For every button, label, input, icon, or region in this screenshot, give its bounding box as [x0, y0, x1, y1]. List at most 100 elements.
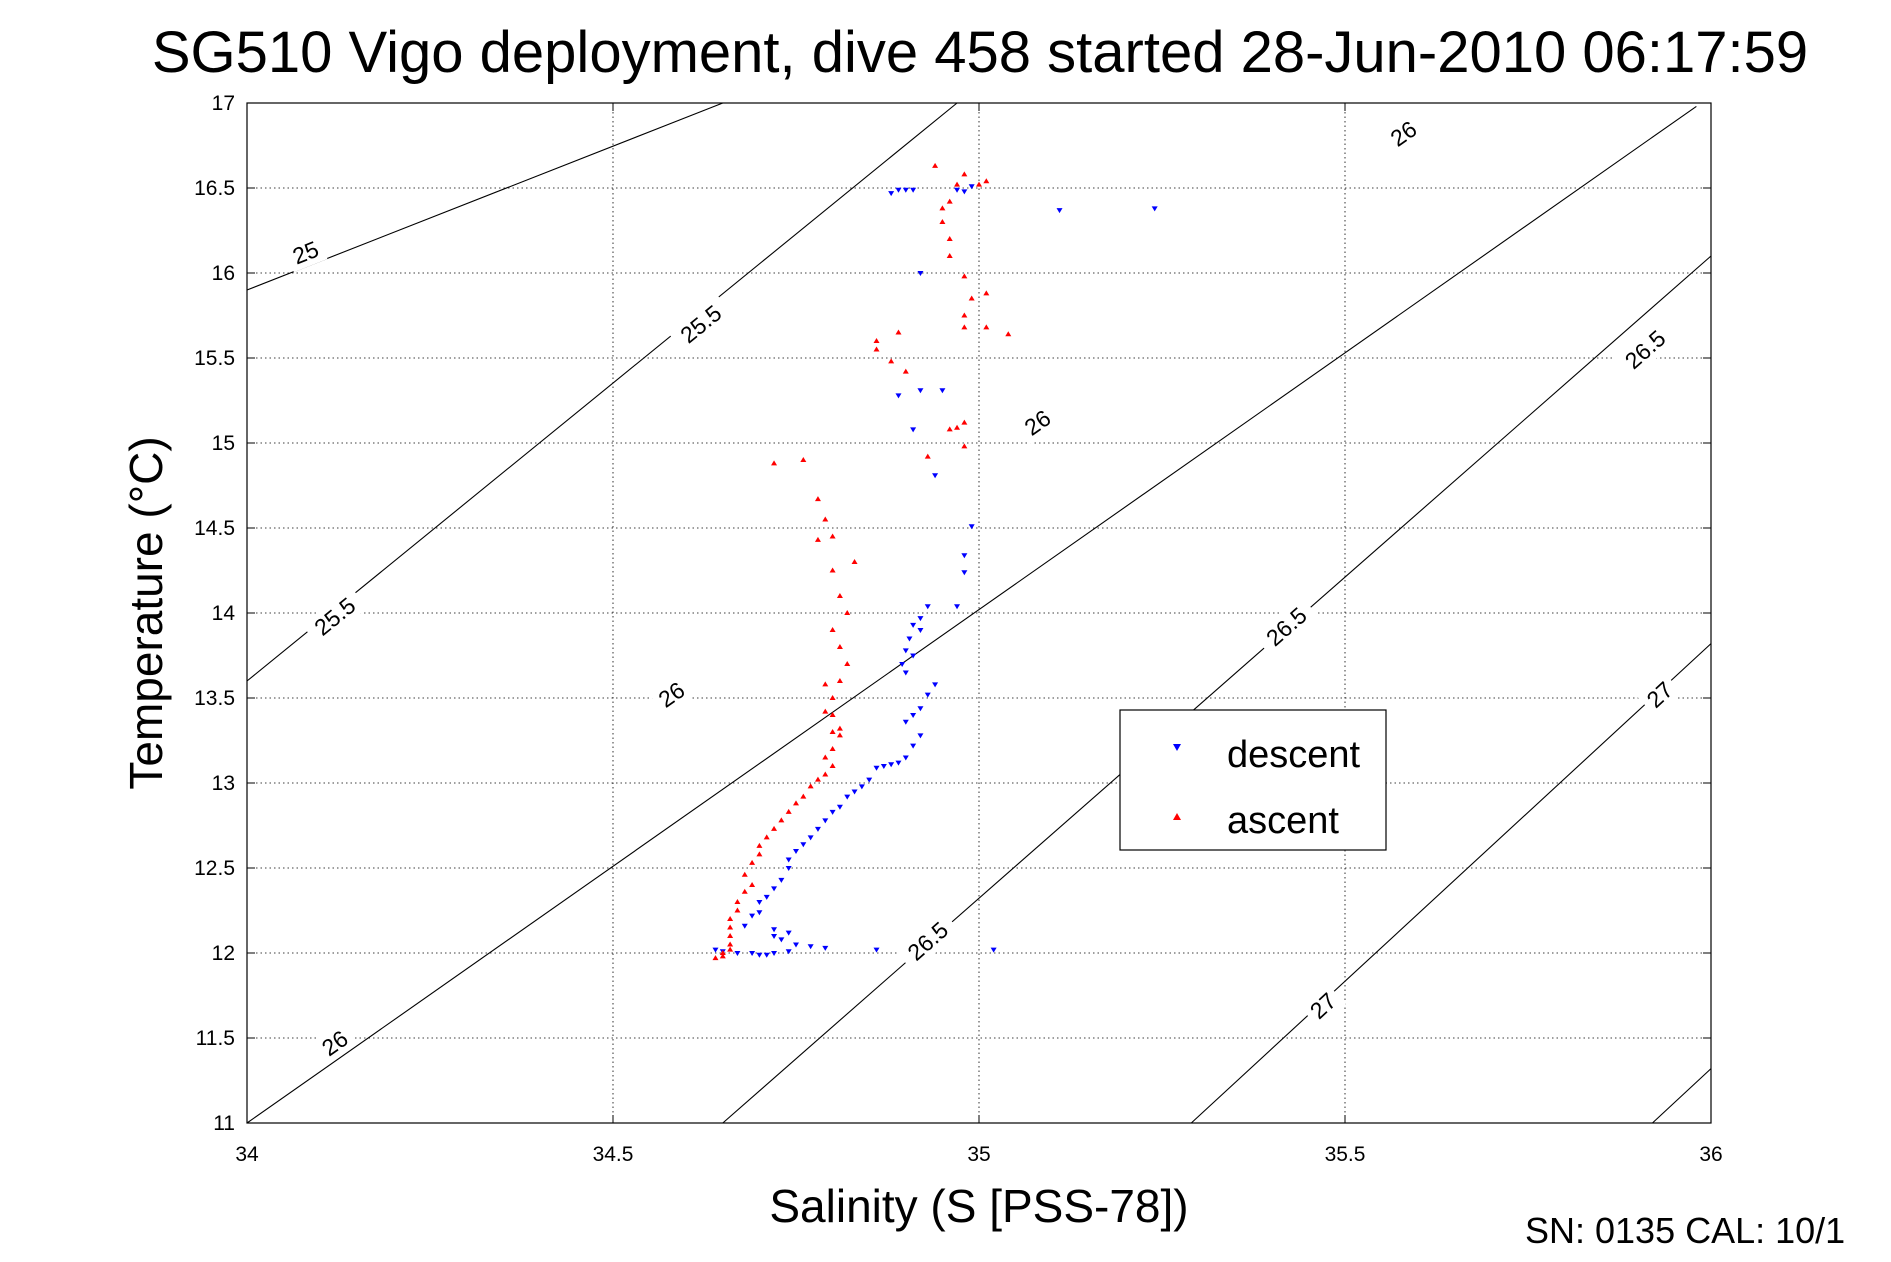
descent-point	[793, 849, 799, 854]
descent-point	[902, 670, 909, 676]
legend: descent ascent	[1119, 709, 1387, 851]
descent-point	[844, 794, 851, 800]
ascent-point	[822, 771, 829, 777]
legend-descent-marker	[1173, 744, 1181, 751]
ascent-point	[734, 899, 741, 904]
descent-point	[910, 187, 917, 193]
ascent-point	[756, 842, 763, 848]
contour-label-bg	[895, 910, 961, 973]
contour-label-bg	[312, 1021, 358, 1065]
y-tick-label: 14	[212, 602, 236, 625]
descent-point	[785, 930, 792, 936]
descent-point	[902, 648, 909, 654]
ascent-point	[771, 460, 778, 466]
ascent-point	[800, 793, 807, 799]
descent-point	[902, 755, 909, 761]
ascent-point	[727, 924, 734, 930]
descent-point	[741, 923, 748, 929]
descent-point	[756, 900, 763, 905]
ascent-point	[829, 712, 836, 717]
serial-calibration-note: SN: 0135 CAL: 10/1	[1525, 1210, 1845, 1251]
ascent-point	[961, 324, 968, 330]
ascent-point	[829, 729, 836, 734]
isopycnal-line	[1190, 643, 1712, 1124]
ascent-point	[727, 941, 734, 947]
ascent-point	[836, 593, 843, 598]
ascent-point	[836, 725, 843, 731]
ascent-point	[983, 324, 990, 330]
ascent-point	[734, 907, 741, 913]
descent-point	[822, 818, 829, 824]
ascent-point	[822, 516, 829, 522]
ascent-point	[968, 295, 975, 301]
descent-point	[880, 764, 887, 769]
ascent-point	[727, 933, 734, 938]
descent-point	[771, 886, 778, 892]
descent-point	[763, 952, 770, 958]
y-tick-label: 17	[212, 92, 235, 115]
ascent-point	[836, 732, 843, 738]
ascent-point	[1005, 331, 1012, 337]
descent-point	[763, 894, 770, 900]
x-tick-label: 35	[967, 1143, 990, 1166]
ascent-point	[954, 424, 961, 430]
ascent-point	[836, 678, 843, 683]
x-tick-label: 36	[1699, 1143, 1722, 1166]
contour-label-bg	[283, 232, 328, 273]
ascent-point	[719, 950, 726, 955]
ascent-point	[814, 776, 821, 782]
descent-point	[888, 762, 895, 768]
descent-point	[895, 760, 902, 766]
descent-point	[734, 951, 741, 956]
descent-point	[895, 187, 902, 193]
descent-point	[954, 187, 961, 193]
ascent-point	[902, 368, 909, 374]
ascent-point	[822, 681, 829, 687]
y-axis-label: Temperature (°C)	[120, 436, 172, 789]
legend-ascent-label: ascent	[1227, 800, 1339, 842]
contour-label-bg	[667, 293, 734, 355]
ascent-point	[785, 808, 792, 814]
descent-point	[910, 622, 917, 628]
ascent-point	[829, 695, 836, 700]
descent-point	[917, 616, 924, 622]
y-tick-label: 16.5	[194, 177, 235, 200]
descent-point	[749, 951, 756, 956]
ascent-point	[814, 536, 821, 542]
y-tick-label: 13.5	[194, 687, 235, 710]
contour-label-bg	[1637, 672, 1683, 718]
descent-point	[924, 604, 931, 610]
ascent-point	[946, 253, 953, 258]
descent-point	[771, 934, 778, 939]
descent-point	[785, 857, 792, 863]
ascent-point	[756, 851, 763, 857]
ascent-point	[844, 610, 851, 615]
contour-label-bg	[301, 585, 368, 647]
x-tick-label: 34	[235, 1143, 259, 1166]
ascent-point	[961, 273, 968, 279]
descent-point	[939, 388, 946, 394]
descent-point	[807, 944, 814, 950]
ascent-point	[983, 178, 990, 184]
descent-point	[873, 765, 880, 771]
ascent-point	[712, 955, 719, 961]
descent-point	[910, 653, 917, 659]
y-tick-label: 11	[213, 1112, 235, 1135]
ascent-point	[954, 181, 961, 187]
descent-point	[822, 945, 829, 951]
ascent-point	[851, 559, 858, 564]
ascent-point	[939, 219, 946, 224]
ascent-point	[763, 834, 770, 840]
descent-point	[917, 271, 924, 276]
descent-point	[771, 951, 778, 956]
x-tick-label: 35.5	[1325, 1143, 1366, 1166]
descent-point	[902, 187, 909, 193]
descent-point	[814, 826, 821, 832]
descent-point	[778, 877, 785, 883]
ascent-point	[983, 290, 990, 296]
y-tick-label: 14.5	[194, 517, 235, 540]
descent-point	[785, 949, 792, 955]
descent-point	[990, 947, 997, 953]
descent-point	[771, 927, 778, 933]
